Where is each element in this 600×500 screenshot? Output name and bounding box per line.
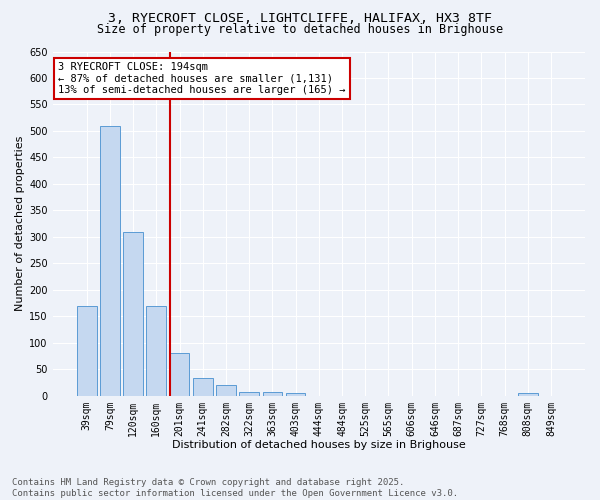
Bar <box>518 393 538 396</box>
Bar <box>263 392 282 396</box>
Bar <box>193 378 212 396</box>
Y-axis label: Number of detached properties: Number of detached properties <box>15 136 25 312</box>
Bar <box>146 306 166 396</box>
Bar <box>170 354 190 396</box>
Bar <box>123 232 143 396</box>
X-axis label: Distribution of detached houses by size in Brighouse: Distribution of detached houses by size … <box>172 440 466 450</box>
Text: Contains HM Land Registry data © Crown copyright and database right 2025.
Contai: Contains HM Land Registry data © Crown c… <box>12 478 458 498</box>
Bar <box>77 306 97 396</box>
Bar <box>216 385 236 396</box>
Bar <box>286 393 305 396</box>
Text: 3, RYECROFT CLOSE, LIGHTCLIFFE, HALIFAX, HX3 8TF: 3, RYECROFT CLOSE, LIGHTCLIFFE, HALIFAX,… <box>108 12 492 26</box>
Bar <box>239 392 259 396</box>
Bar <box>100 126 120 396</box>
Text: Size of property relative to detached houses in Brighouse: Size of property relative to detached ho… <box>97 22 503 36</box>
Text: 3 RYECROFT CLOSE: 194sqm
← 87% of detached houses are smaller (1,131)
13% of sem: 3 RYECROFT CLOSE: 194sqm ← 87% of detach… <box>58 62 346 95</box>
